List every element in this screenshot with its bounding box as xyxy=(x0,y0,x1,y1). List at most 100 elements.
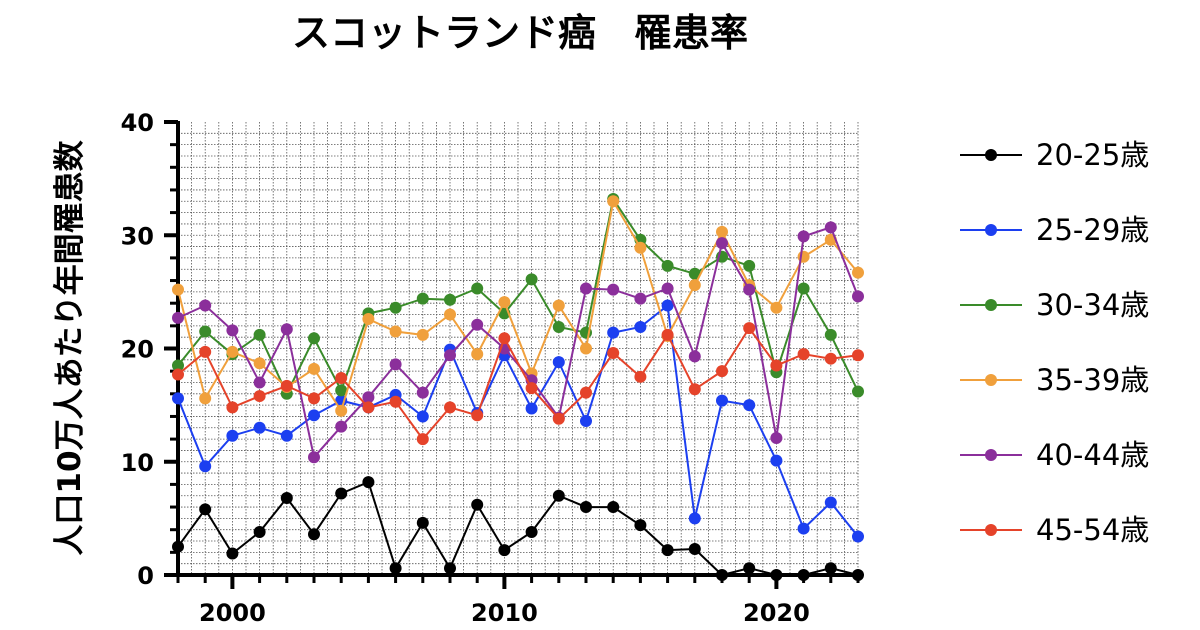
data-point xyxy=(389,358,402,371)
data-point xyxy=(743,322,756,335)
x-tick-label: 2010 xyxy=(471,599,538,627)
data-point xyxy=(580,386,592,399)
y-tick-label: 40 xyxy=(121,109,154,137)
data-point xyxy=(444,562,456,575)
data-point xyxy=(661,282,674,295)
legend-marker xyxy=(985,224,997,236)
data-point xyxy=(253,357,266,370)
data-point xyxy=(226,345,239,358)
data-point xyxy=(688,512,701,525)
grid xyxy=(178,122,859,575)
data-point xyxy=(824,352,837,365)
data-point xyxy=(688,350,701,363)
data-point xyxy=(716,365,728,378)
data-point xyxy=(770,431,783,444)
data-point xyxy=(444,401,456,414)
legend-label: 30-34歳 xyxy=(1036,288,1149,322)
data-point xyxy=(525,273,538,286)
data-point xyxy=(308,451,320,464)
data-point xyxy=(580,282,592,295)
data-point xyxy=(580,501,592,514)
x-tick-label: 2020 xyxy=(743,599,810,627)
y-tick-label: 20 xyxy=(121,336,154,364)
data-point xyxy=(580,414,592,427)
legend-item: 30-34歳 xyxy=(960,288,1149,322)
series-layer xyxy=(172,193,864,581)
y-axis-label: 人口10万人あたり年間罹患数 xyxy=(52,140,88,555)
data-point xyxy=(498,544,511,557)
legend-marker xyxy=(985,524,997,536)
data-point xyxy=(308,392,320,405)
series-6 xyxy=(172,322,864,446)
data-point xyxy=(253,328,266,341)
data-point xyxy=(607,501,620,514)
legend-item: 45-54歳 xyxy=(960,513,1149,547)
data-point xyxy=(661,259,674,272)
legend-label: 35-39歳 xyxy=(1036,363,1149,397)
data-point xyxy=(389,325,402,338)
data-point xyxy=(444,349,456,362)
data-point xyxy=(716,225,728,238)
legend-marker xyxy=(985,449,997,461)
data-point xyxy=(199,325,212,338)
data-point xyxy=(607,195,620,208)
data-point xyxy=(552,320,565,333)
data-point xyxy=(253,390,266,403)
data-point xyxy=(607,347,620,360)
data-point xyxy=(688,279,701,292)
data-point xyxy=(362,391,375,404)
data-point xyxy=(634,292,647,305)
tick-labels: 0 10 20 30 40 2000 2010 2020 xyxy=(121,109,810,627)
data-point xyxy=(280,379,293,392)
data-point xyxy=(852,349,864,362)
data-point xyxy=(253,525,266,538)
data-point xyxy=(444,293,456,306)
data-point xyxy=(797,522,810,535)
data-point xyxy=(770,454,783,467)
data-point xyxy=(335,420,348,433)
data-point xyxy=(552,489,565,502)
data-point xyxy=(226,324,239,337)
data-point xyxy=(634,519,647,532)
data-point xyxy=(580,342,592,355)
y-tick-label: 30 xyxy=(121,222,154,250)
data-point xyxy=(852,530,864,543)
data-point xyxy=(634,241,647,254)
data-point xyxy=(308,528,320,541)
data-point xyxy=(335,404,348,417)
data-point xyxy=(471,348,484,361)
data-point xyxy=(199,460,212,473)
data-point xyxy=(634,320,647,333)
data-point xyxy=(172,392,184,405)
data-point xyxy=(280,323,293,336)
data-point xyxy=(525,402,538,415)
data-point xyxy=(743,259,756,272)
data-point xyxy=(770,301,783,314)
data-point xyxy=(172,359,184,372)
data-point xyxy=(824,221,837,234)
data-point xyxy=(471,318,484,331)
y-tick-label: 0 xyxy=(137,562,154,590)
data-point xyxy=(471,498,484,511)
x-tick-label: 2000 xyxy=(199,599,266,627)
data-point xyxy=(308,362,320,375)
data-point xyxy=(362,313,375,326)
data-point xyxy=(797,569,810,581)
data-point xyxy=(525,525,538,538)
data-point xyxy=(226,547,239,560)
data-point xyxy=(416,433,429,446)
data-point xyxy=(280,491,293,504)
data-point xyxy=(661,299,674,312)
data-point xyxy=(416,328,429,341)
data-point xyxy=(335,487,348,500)
data-point xyxy=(253,376,266,389)
legend-item: 25-29歳 xyxy=(960,213,1149,247)
data-point xyxy=(770,569,783,581)
legend-label: 25-29歳 xyxy=(1036,213,1149,247)
data-point xyxy=(199,299,212,312)
data-point xyxy=(797,230,810,243)
data-point xyxy=(498,332,511,345)
data-point xyxy=(416,516,429,529)
data-point xyxy=(471,409,484,422)
data-point xyxy=(389,562,402,575)
